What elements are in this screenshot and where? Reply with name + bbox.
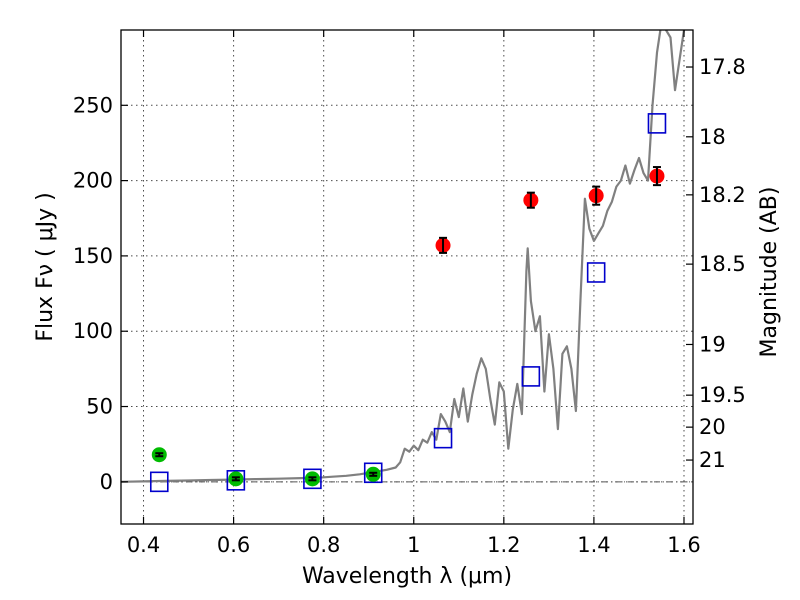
model-box-marker [521, 366, 541, 387]
x-tick-label: 1.6 [667, 533, 700, 557]
y-tick-label: 100 [73, 319, 113, 343]
mag-tick-label: 20 [699, 415, 726, 439]
mag-tick-label: 21 [699, 448, 726, 472]
axis-ticks: 0.4 0.6 0.8 1 1.2 1.4 1.6 0 50 100 150 200 250 17.8 18… [73, 30, 746, 557]
model-box-marker [433, 427, 453, 449]
model-box-marker [149, 471, 169, 493]
x-axis-label: Wavelength λ (μm) [302, 564, 512, 589]
y-tick-label: 0 [100, 470, 113, 494]
plot-frame [120, 29, 694, 525]
y-tick-label: 250 [73, 93, 113, 117]
x-tick-label: 1 [407, 533, 420, 557]
mag-tick-label: 19 [699, 332, 726, 356]
y-tick-label: 50 [86, 395, 113, 419]
model-box-marker [586, 262, 606, 283]
y-tick-label: 150 [73, 244, 113, 268]
x-tick-label: 0.4 [127, 533, 160, 557]
mag-tick-label: 18.5 [699, 252, 746, 276]
model-box-marker [363, 462, 383, 484]
mag-tick-label: 18 [699, 125, 726, 149]
y-tick-label: 200 [73, 169, 113, 193]
mag-tick-label: 19.5 [699, 383, 746, 407]
x-tick-label: 1.4 [577, 533, 610, 557]
model-box-marker [226, 470, 246, 491]
magnitude-axis-label: Magnitude (AB) [757, 187, 782, 358]
x-tick-label: 0.8 [307, 533, 340, 557]
mag-tick-label: 17.8 [699, 55, 746, 79]
x-tick-label: 1.2 [487, 533, 520, 557]
spectrum-line [121, 30, 686, 483]
y-axis-label: Flux Fν ( μJy ) [33, 192, 58, 341]
mag-tick-label: 18.2 [699, 183, 746, 207]
model-box-marker [647, 113, 667, 134]
plot-area [121, 30, 693, 493]
x-tick-label: 0.6 [217, 533, 250, 557]
model-box-marker [303, 468, 322, 490]
